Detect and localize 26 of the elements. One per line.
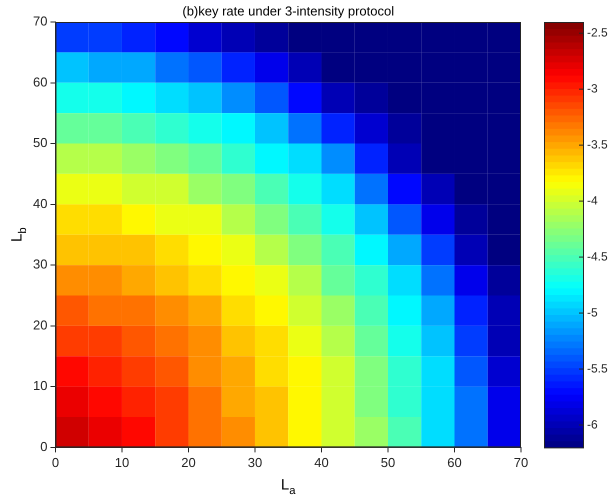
color-bar-label: -3.5: [587, 137, 608, 152]
x-tick-label: 20: [181, 454, 196, 470]
y-tick-label: 20: [32, 317, 48, 332]
color-bar-label: -4: [587, 193, 598, 208]
x-tick-label: 0: [52, 454, 60, 470]
x-tick-label: 60: [447, 454, 462, 470]
x-tick-label: 70: [514, 454, 528, 470]
y-tick-label: 60: [32, 74, 48, 90]
x-tick-label: 50: [380, 454, 396, 470]
y-axis-title: Lb: [8, 227, 29, 242]
chart-title: (b)key rate under 3-intensity protocol: [182, 4, 394, 19]
color-bar-label: -3: [587, 81, 598, 96]
x-tick-label: 40: [314, 454, 329, 470]
y-tick-label: 50: [32, 135, 48, 150]
color-bar-label: -2.5: [587, 26, 608, 40]
color-bar-label: -5.5: [587, 361, 608, 376]
color-bar-label: -5: [587, 305, 598, 320]
y-tick-label: 30: [32, 256, 48, 272]
color-bar-label: -4.5: [587, 249, 608, 264]
x-tick-label: 10: [114, 454, 130, 470]
y-tick-label: 10: [32, 378, 48, 394]
color-bar-label: -6: [587, 417, 598, 432]
y-tick-label: 0: [40, 438, 48, 454]
y-tick-label: 40: [32, 196, 48, 211]
y-tick-label: 70: [32, 14, 48, 29]
x-tick-label: 30: [248, 454, 262, 470]
